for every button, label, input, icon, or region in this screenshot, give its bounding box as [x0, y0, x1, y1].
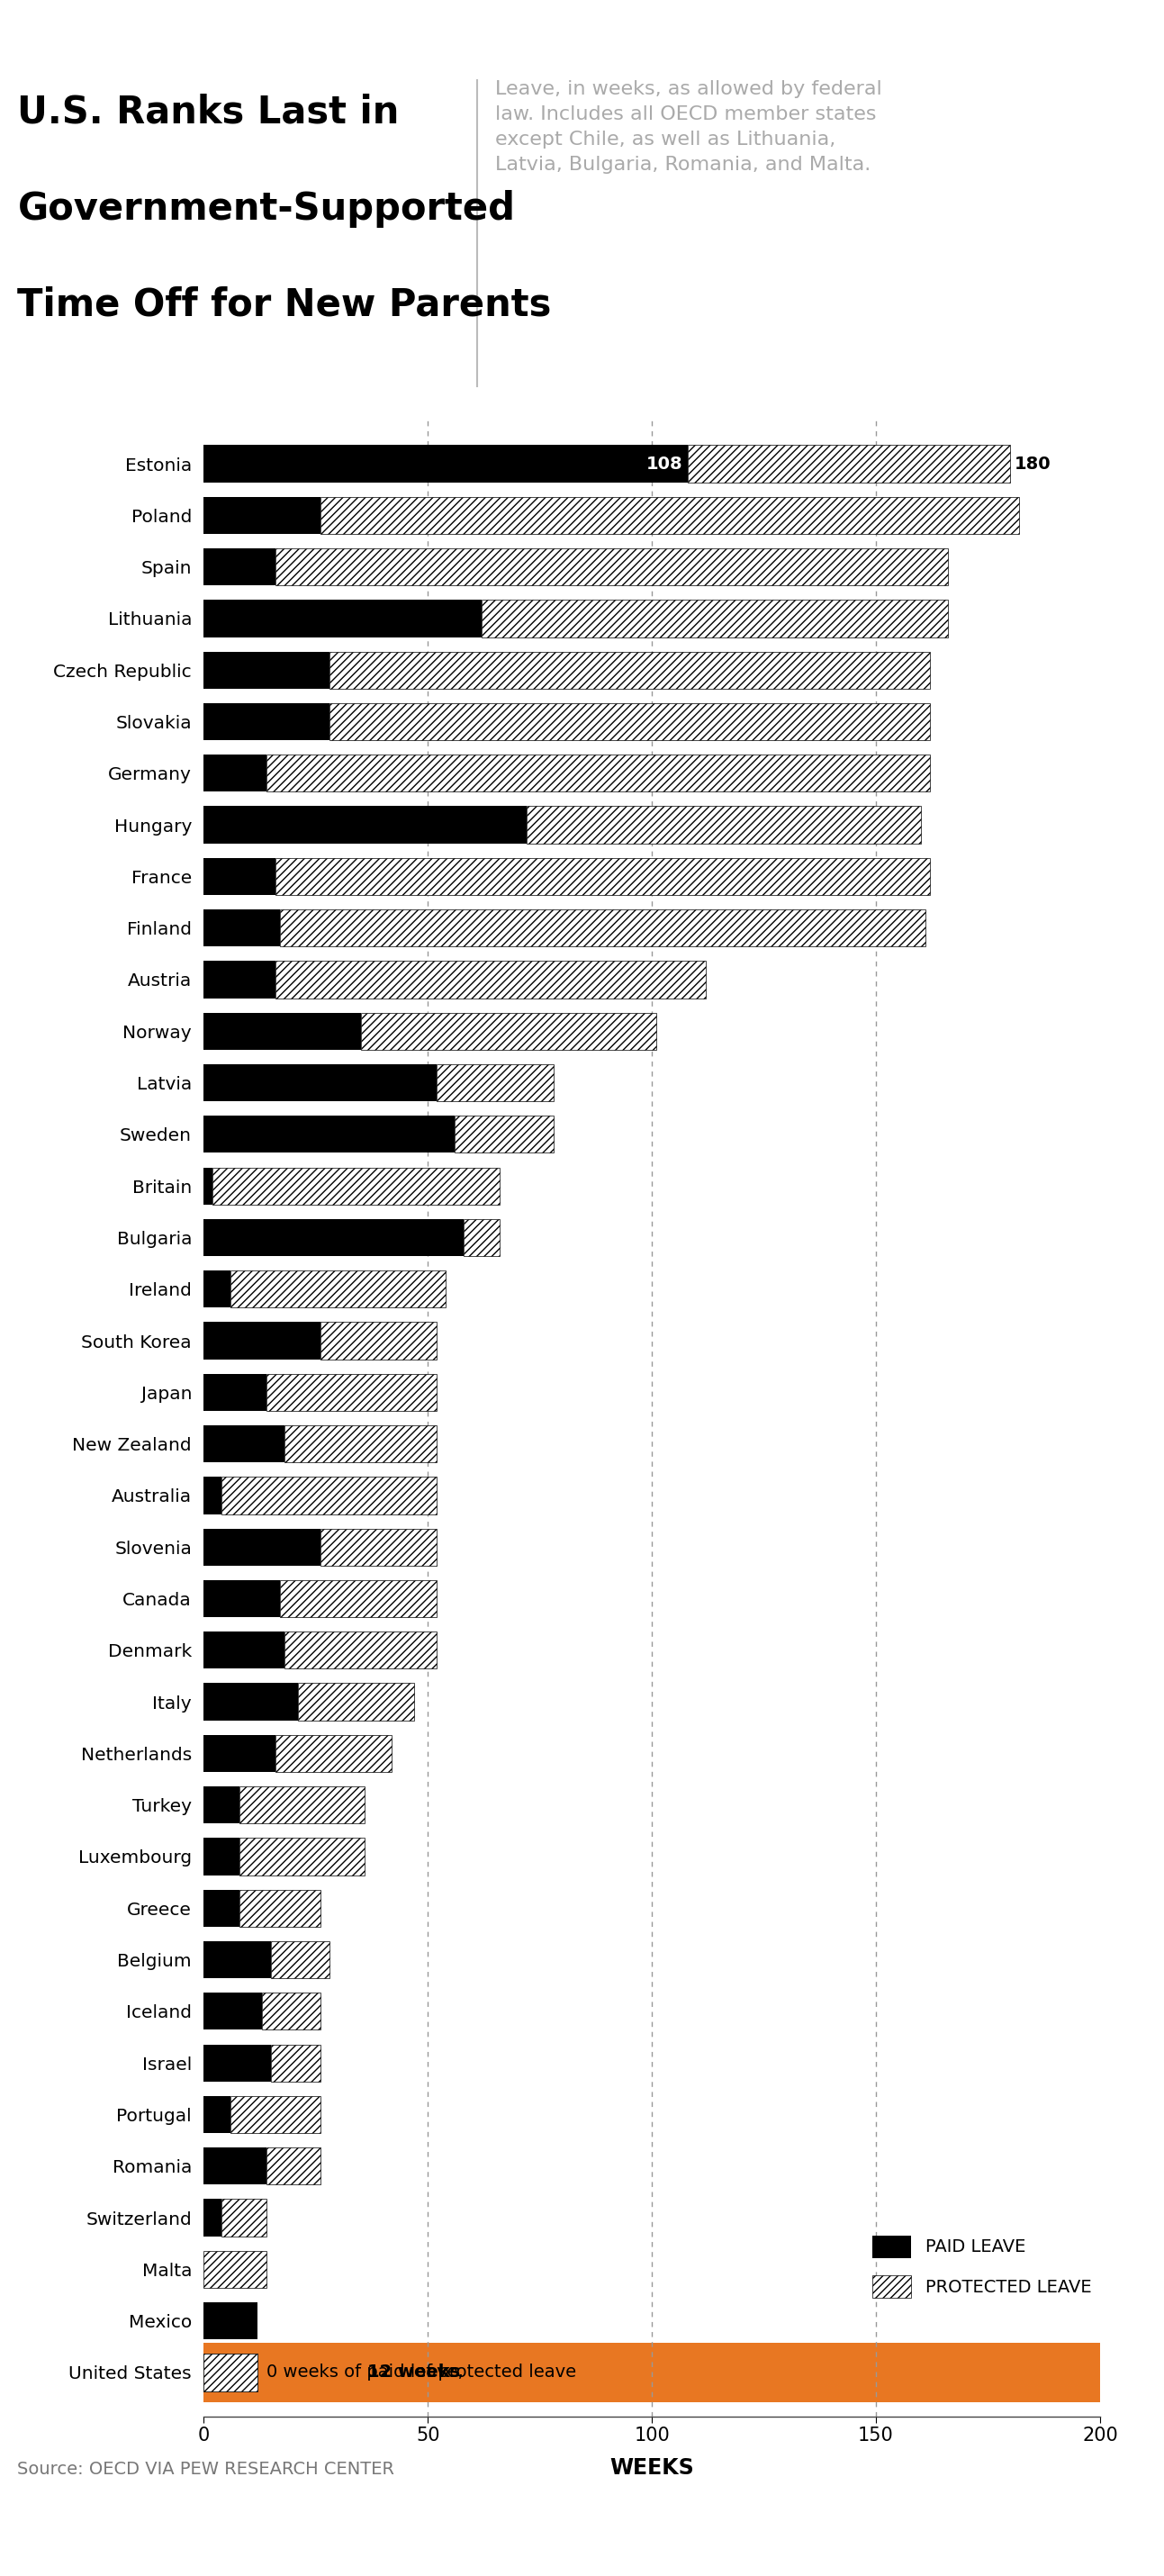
- Legend: PAID LEAVE, PROTECTED LEAVE: PAID LEAVE, PROTECTED LEAVE: [873, 2236, 1091, 2298]
- Bar: [204, 1631, 284, 1669]
- Text: U.S. Ranks Last in: U.S. Ranks Last in: [17, 93, 399, 131]
- Bar: [279, 1579, 436, 1618]
- Bar: [279, 909, 925, 945]
- Bar: [204, 858, 276, 894]
- Bar: [204, 1579, 279, 1618]
- Bar: [329, 652, 930, 688]
- Bar: [204, 652, 329, 688]
- Bar: [455, 1115, 553, 1154]
- Bar: [284, 1425, 436, 1463]
- Bar: [204, 755, 267, 791]
- Bar: [240, 1785, 365, 1824]
- Bar: [240, 1839, 365, 1875]
- Bar: [204, 1839, 240, 1875]
- Bar: [298, 1682, 414, 1721]
- Text: Time Off for New Parents: Time Off for New Parents: [17, 286, 552, 325]
- Bar: [221, 2200, 267, 2236]
- Bar: [267, 1373, 436, 1412]
- Text: Government-Supported: Government-Supported: [17, 191, 516, 227]
- Bar: [329, 703, 930, 739]
- Text: 180: 180: [1015, 456, 1051, 471]
- Bar: [204, 1528, 320, 1566]
- Bar: [688, 446, 1010, 482]
- Bar: [204, 1476, 221, 1515]
- Bar: [204, 703, 329, 739]
- Bar: [204, 446, 688, 482]
- Bar: [204, 2200, 221, 2236]
- Bar: [204, 1064, 436, 1103]
- Bar: [204, 600, 482, 636]
- Bar: [204, 2148, 267, 2184]
- Bar: [204, 2097, 230, 2133]
- Bar: [262, 1994, 320, 2030]
- Bar: [204, 1891, 240, 1927]
- Bar: [463, 1218, 499, 1257]
- Bar: [204, 1270, 230, 1309]
- Bar: [284, 1631, 436, 1669]
- Bar: [276, 858, 930, 894]
- Bar: [204, 2303, 257, 2339]
- Bar: [204, 1785, 240, 1824]
- Bar: [204, 1012, 361, 1051]
- Bar: [436, 1064, 553, 1103]
- Bar: [204, 1682, 298, 1721]
- Bar: [204, 806, 526, 842]
- Text: Leave, in weeks, as allowed by federal
law. Includes all OECD member states
exce: Leave, in weeks, as allowed by federal l…: [495, 80, 881, 175]
- X-axis label: WEEKS: WEEKS: [610, 2458, 694, 2478]
- Bar: [204, 1734, 276, 1772]
- Bar: [320, 1528, 436, 1566]
- Bar: [204, 1218, 463, 1257]
- Bar: [204, 2354, 257, 2391]
- Bar: [204, 497, 320, 533]
- Bar: [204, 2045, 271, 2081]
- Bar: [271, 1942, 329, 1978]
- Bar: [267, 2148, 320, 2184]
- Bar: [204, 2251, 267, 2287]
- Bar: [204, 1425, 284, 1463]
- Bar: [482, 600, 947, 636]
- Bar: [230, 2097, 320, 2133]
- Bar: [204, 1167, 213, 1206]
- Text: 0 weeks of paid leave,: 0 weeks of paid leave,: [267, 2365, 469, 2380]
- Bar: [213, 1167, 499, 1206]
- Bar: [276, 961, 705, 997]
- Bar: [204, 909, 279, 945]
- Bar: [271, 2045, 320, 2081]
- Bar: [204, 2354, 257, 2391]
- Bar: [267, 755, 930, 791]
- Text: 108: 108: [647, 456, 683, 471]
- Bar: [204, 1373, 267, 1412]
- Text: Source: OECD VIA PEW RESEARCH CENTER: Source: OECD VIA PEW RESEARCH CENTER: [17, 2460, 395, 2478]
- Bar: [320, 1321, 436, 1360]
- Bar: [276, 549, 947, 585]
- Bar: [204, 1994, 262, 2030]
- Bar: [276, 1734, 392, 1772]
- Text: of protected leave: of protected leave: [410, 2365, 576, 2380]
- Bar: [320, 497, 1020, 533]
- Bar: [204, 1115, 455, 1154]
- Bar: [204, 1942, 271, 1978]
- Text: 12 weeks: 12 weeks: [368, 2365, 460, 2380]
- Bar: [204, 549, 276, 585]
- Bar: [361, 1012, 656, 1051]
- Bar: [240, 1891, 320, 1927]
- Bar: [204, 1321, 320, 1360]
- Bar: [204, 961, 276, 997]
- Bar: [221, 1476, 436, 1515]
- Bar: [526, 806, 921, 842]
- Bar: [204, 2342, 1100, 2403]
- Bar: [230, 1270, 446, 1309]
